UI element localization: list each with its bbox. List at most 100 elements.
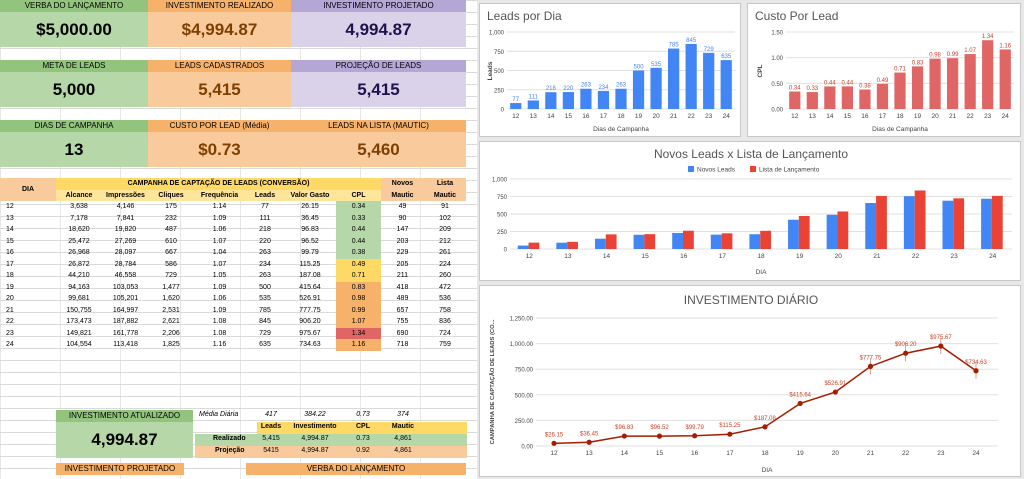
- table-cell: 16: [6, 249, 14, 257]
- data-label: $906.20: [895, 342, 917, 348]
- table-cell: 718: [396, 341, 409, 349]
- table-cell: 26,872: [68, 260, 90, 268]
- x-tick-label: 17: [719, 253, 727, 260]
- table-cell: 729: [259, 329, 271, 337]
- lista-value: 5,460: [291, 132, 466, 167]
- table-cell: 150,755: [66, 306, 92, 314]
- verba-label: VERBA DO LANÇAMENTO: [0, 0, 148, 12]
- x-tick-label: 13: [809, 113, 817, 120]
- bar: [789, 91, 801, 109]
- chart2-title: Custo Por Lead: [755, 9, 839, 23]
- table-cell: 7,178: [70, 214, 88, 222]
- table-cell: 1.08: [212, 329, 227, 337]
- chart-leads-por-dia[interactable]: Leads por Dia 0 250 500 750 1,000 12 13 14 15 16 1…: [479, 3, 741, 137]
- data-label: 1.16: [999, 43, 1011, 49]
- table-cell: 1.04: [212, 249, 227, 257]
- data-point: [832, 389, 838, 395]
- x-tick-label: 21: [949, 113, 957, 120]
- chart-investimento-diario[interactable]: INVESTIMENTO DIÁRIO 0.00 250.00 500.00 750.…: [479, 285, 1021, 477]
- table-cell: 1.16: [336, 339, 381, 351]
- chart1-title: Leads por Dia: [487, 9, 562, 23]
- table-cell: 586: [165, 260, 177, 268]
- table-cell: 175: [165, 203, 177, 211]
- y-tick-label: 1.00: [771, 56, 783, 62]
- novos-header: Novos: [381, 178, 424, 190]
- x-tick-label: 14: [826, 113, 834, 120]
- y-axis-title: CPL: [757, 64, 764, 77]
- table-row: 14 18,620 19,820 487 1.06 218 96.83 0.44 147 209: [0, 224, 466, 236]
- media-label: Média Diária: [199, 411, 239, 418]
- bar: [556, 242, 568, 249]
- verba-value: $5,000.00: [0, 12, 148, 47]
- data-point: [551, 440, 557, 446]
- table-cell: 0.33: [336, 212, 381, 224]
- col-header: Cliques: [158, 191, 184, 199]
- table-cell: 18,620: [68, 226, 90, 234]
- table-cell: 220: [259, 237, 271, 245]
- table-cell: 1.34: [336, 327, 381, 339]
- meta-value: 5,000: [0, 72, 148, 107]
- table-cell: 13: [6, 214, 14, 222]
- table-cell: 94,163: [68, 283, 90, 291]
- data-label: 0.98: [929, 53, 941, 59]
- bar: [668, 48, 680, 109]
- table-cell: 28,097: [114, 249, 137, 257]
- table-cell: 23: [6, 329, 14, 337]
- table-cell: 7,841: [116, 214, 135, 222]
- table-cell: 758: [439, 306, 451, 314]
- proj-cpl: 0.92: [356, 447, 370, 454]
- x-tick-label: 14: [603, 253, 611, 260]
- table-cell: 489: [396, 295, 409, 303]
- bar: [710, 234, 722, 249]
- data-label: 500: [634, 65, 645, 71]
- col-header: Valor Gasto: [290, 191, 330, 199]
- y-tick-label: 0: [504, 248, 508, 254]
- bar: [703, 52, 715, 109]
- x-tick-label: 24: [1002, 113, 1010, 120]
- data-label: 77: [512, 97, 519, 103]
- table-cell: 187.08: [299, 272, 321, 280]
- table-cell: 102: [439, 214, 451, 222]
- bar: [947, 58, 959, 109]
- bar: [721, 233, 733, 249]
- data-point: [656, 433, 663, 439]
- invest-proj-label: INVESTIMENTO PROJETADO: [291, 0, 466, 12]
- x-tick-label: 18: [617, 113, 625, 120]
- bar: [510, 103, 522, 109]
- table-cell: 2,206: [162, 329, 180, 337]
- col-header: Frequência: [200, 191, 239, 199]
- bar: [632, 70, 645, 109]
- y-tick-label: 1,000: [489, 31, 505, 37]
- table-cell: 657: [396, 306, 409, 314]
- bar: [837, 211, 849, 249]
- invest-atual-label: INVESTIMENTO ATUALIZADO: [56, 410, 193, 422]
- x-tick-label: 13: [564, 253, 572, 260]
- bar: [685, 43, 697, 110]
- table-cell: 12: [6, 203, 14, 211]
- table-cell: 418: [396, 283, 409, 291]
- table-cell: 1.09: [212, 283, 227, 291]
- table-cell: 99,681: [68, 295, 90, 303]
- x-tick-label: 17: [726, 450, 734, 457]
- x-tick-label: 19: [797, 450, 805, 457]
- bar: [527, 100, 539, 109]
- data-label: 845: [686, 38, 697, 44]
- chart-custo-por-lead[interactable]: Custo Por Lead 0.00 0.50 1.00 1.50 12 13 14 15 1…: [747, 3, 1021, 137]
- y-tick-label: 1,000: [492, 178, 508, 184]
- data-label: 0.33: [806, 86, 818, 92]
- table-cell: 0.44: [336, 235, 381, 247]
- bar: [841, 86, 853, 109]
- chart-novos-leads[interactable]: Novos Leads x Lista de Lançamento 0 250 50…: [479, 141, 1021, 281]
- x-tick-label: 22: [912, 253, 920, 260]
- table-cell: 1.09: [212, 306, 227, 314]
- table-cell: 203: [396, 237, 409, 245]
- data-label: 263: [616, 83, 627, 89]
- col-header: Leads: [254, 191, 276, 199]
- x-tick-label: 19: [796, 253, 804, 260]
- media-leads: 417: [265, 411, 277, 418]
- data-point: [867, 363, 874, 369]
- table-cell: 164,997: [112, 306, 139, 314]
- table-cell: 15: [6, 237, 14, 245]
- bar: [964, 54, 976, 109]
- y-tick-label: 250: [494, 88, 505, 94]
